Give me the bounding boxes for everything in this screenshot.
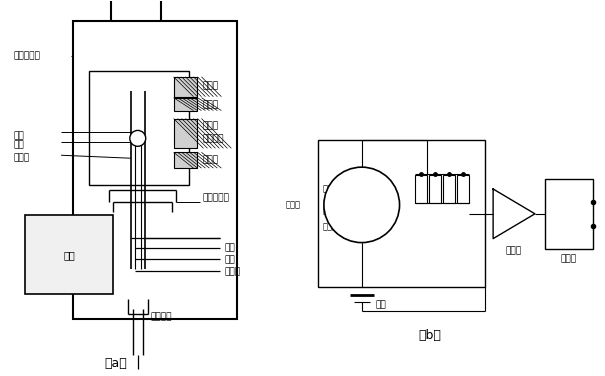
Bar xyxy=(174,152,197,168)
Text: 极化极: 极化极 xyxy=(203,121,218,130)
Text: 记录器: 记录器 xyxy=(561,255,577,264)
Text: 氢气: 氢气 xyxy=(224,255,235,264)
Text: 空气扩散器: 空气扩散器 xyxy=(203,193,229,202)
Text: （b）: （b） xyxy=(418,329,441,342)
Text: 底座: 底座 xyxy=(63,250,75,261)
Text: 毛细管柱: 毛细管柱 xyxy=(151,312,172,321)
Text: 绝缘子: 绝缘子 xyxy=(203,156,218,165)
Bar xyxy=(73,21,237,319)
Text: 尾吹气: 尾吹气 xyxy=(224,267,240,276)
Polygon shape xyxy=(493,189,535,239)
Text: 喷嘴: 喷嘴 xyxy=(13,141,24,150)
Text: 收集极: 收集极 xyxy=(323,185,338,194)
Text: 收集极: 收集极 xyxy=(203,100,218,109)
Bar xyxy=(318,140,485,287)
Circle shape xyxy=(130,130,146,146)
Text: 发射极: 发射极 xyxy=(323,222,338,231)
Text: 空气: 空气 xyxy=(224,243,235,252)
Bar xyxy=(443,175,456,203)
Bar xyxy=(89,71,189,185)
Text: 及点火器: 及点火器 xyxy=(203,134,224,143)
Bar xyxy=(430,175,442,203)
Text: 放大器: 放大器 xyxy=(506,247,522,256)
Text: 电源: 电源 xyxy=(376,301,387,309)
Bar xyxy=(174,77,197,97)
Text: 绝缘子: 绝缘子 xyxy=(13,154,30,163)
Text: 高阻: 高阻 xyxy=(323,206,333,215)
Bar xyxy=(174,118,197,148)
Bar xyxy=(174,98,197,111)
Circle shape xyxy=(324,167,399,243)
Bar xyxy=(457,175,469,203)
Bar xyxy=(416,175,427,203)
Text: 离子室: 离子室 xyxy=(286,200,301,209)
Text: 火焰: 火焰 xyxy=(13,131,24,140)
Bar xyxy=(25,215,113,294)
Bar xyxy=(545,179,593,249)
Text: 绝缘子: 绝缘子 xyxy=(203,81,218,90)
Text: （a）: （a） xyxy=(105,357,127,370)
Text: 检测器筒体: 检测器筒体 xyxy=(13,52,40,61)
